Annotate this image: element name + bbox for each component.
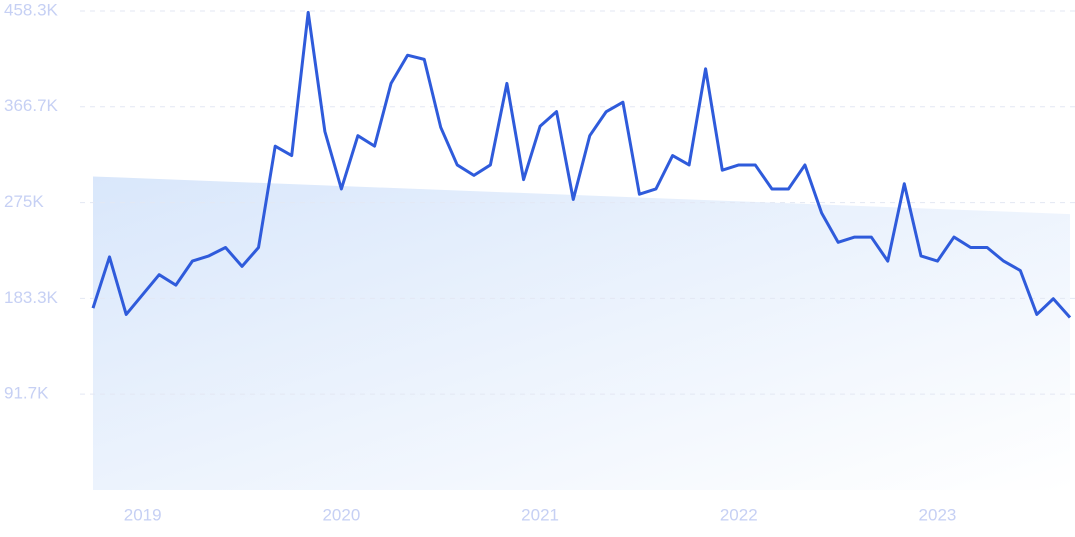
x-tick-label: 2023 xyxy=(919,505,957,524)
y-tick-label: 458.3K xyxy=(4,0,59,19)
x-tick-label: 2020 xyxy=(322,505,360,524)
x-tick-label: 2021 xyxy=(521,505,559,524)
y-tick-label: 366.7K xyxy=(4,96,59,115)
data-line xyxy=(91,10,1072,319)
x-tick-label: 2019 xyxy=(124,505,162,524)
y-tick-label: 91.7K xyxy=(4,384,49,403)
y-tick-label: 183.3K xyxy=(4,288,59,307)
trend-area xyxy=(93,176,1070,490)
x-tick-label: 2022 xyxy=(720,505,758,524)
y-tick-label: 275K xyxy=(4,192,44,211)
